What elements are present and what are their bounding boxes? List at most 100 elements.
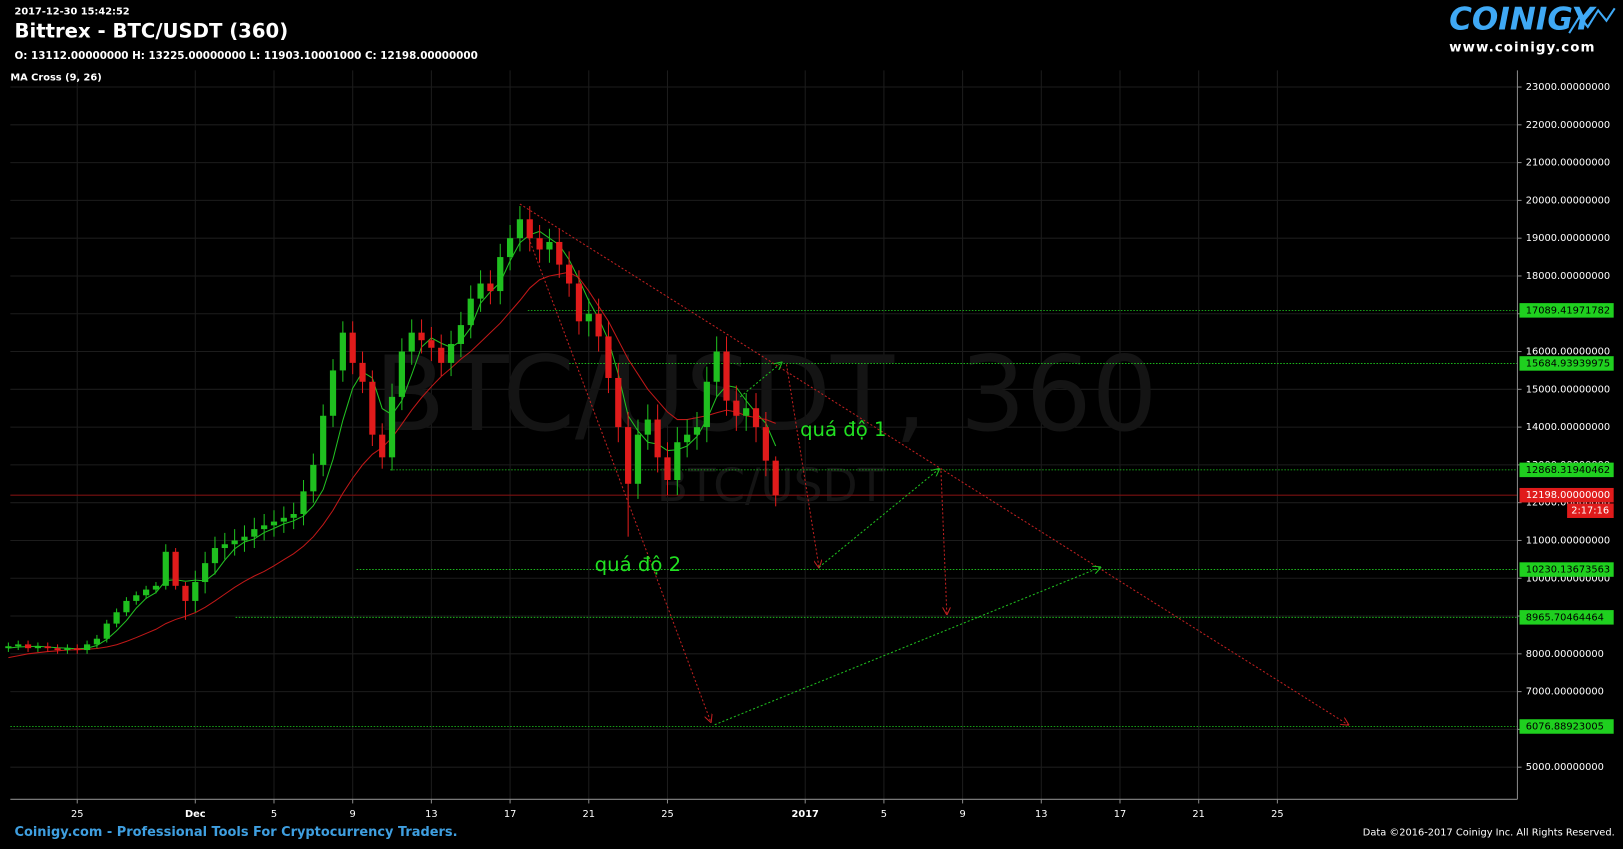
candle-body: [103, 623, 110, 639]
y-tick-label: 10000.00000000: [1526, 573, 1610, 584]
x-tick-label: 13: [425, 809, 438, 820]
trendline: [739, 362, 781, 398]
trendline: [818, 469, 939, 568]
candle-body: [693, 427, 701, 435]
candle-body: [723, 351, 730, 401]
candle-body: [251, 529, 258, 537]
x-tick-label: 17: [504, 809, 517, 820]
y-tick-label: 21000.00000000: [1526, 158, 1610, 169]
candle-body: [143, 589, 150, 596]
level-label: 6076.88923005: [1526, 721, 1604, 732]
level-label-bg: [1519, 303, 1614, 318]
y-tick-label: 18000.00000000: [1526, 271, 1610, 282]
x-tick-label: 5: [881, 809, 887, 820]
candle-body: [5, 646, 12, 649]
candle-body: [634, 434, 642, 484]
candle-body: [231, 540, 238, 545]
logo-brand: COINIGY: [1449, 2, 1597, 38]
candle-body: [713, 351, 720, 382]
candle-body: [369, 381, 376, 435]
candle-body: [339, 332, 346, 371]
candle-body: [123, 600, 130, 613]
candle-body: [703, 381, 710, 428]
candle-body: [467, 298, 474, 326]
candle-body: [506, 238, 514, 258]
candle-body: [192, 582, 199, 601]
x-tick-label: 25: [71, 809, 84, 820]
y-tick-label: 22000.00000000: [1526, 120, 1610, 131]
x-tick-label: 5: [271, 809, 277, 820]
current-price-label: 12198.00000000: [1526, 490, 1610, 501]
candle-body: [54, 648, 61, 651]
candle-body: [290, 514, 297, 518]
candle-body: [428, 340, 435, 348]
candle-body: [497, 257, 504, 292]
candle-body: [595, 313, 602, 337]
candle-body: [605, 336, 612, 378]
plot: quá độ 1 quá độ 2: [5, 203, 1518, 727]
candle-body: [44, 646, 51, 649]
candle-body: [162, 551, 169, 586]
candle-body: [310, 464, 317, 492]
watermark-small: BTC/USDT: [657, 459, 886, 512]
candle-body: [24, 644, 32, 649]
candle-body: [733, 400, 740, 416]
candle-body: [388, 396, 396, 458]
x-tick-label: 17: [1114, 809, 1127, 820]
price-label-bg: [1519, 487, 1614, 503]
candle-body: [280, 517, 287, 522]
x-tick-label: 21: [583, 809, 596, 820]
annotation: quá độ 1: [800, 418, 886, 441]
candle-body: [477, 283, 484, 299]
level-label-bg: [1519, 610, 1614, 625]
y-tick-label: 15000.00000000: [1526, 384, 1610, 395]
level-label-bg: [1519, 719, 1614, 734]
x-tick-label: 21: [1192, 809, 1205, 820]
candle-body: [93, 638, 101, 645]
ohlc-readout: O: 13112.00000000 H: 13225.00000000 L: 1…: [14, 50, 477, 62]
trendline: [940, 470, 947, 614]
x-tick-label: Dec: [185, 809, 206, 820]
countdown-label: 2:17:16: [1571, 506, 1609, 517]
candle-body: [575, 283, 583, 322]
trendline: [519, 203, 1348, 725]
level-label-bg: [1519, 562, 1614, 577]
candle-body: [398, 351, 405, 397]
candle-body: [526, 219, 533, 239]
x-tick-label: 13: [1035, 809, 1048, 820]
candle-body: [261, 525, 268, 530]
candle-body: [15, 644, 22, 647]
candle-body: [625, 427, 632, 484]
x-tick-label: 2017: [792, 809, 820, 820]
footer-left: Coinigy.com - Professional Tools For Cry…: [14, 825, 457, 840]
y-tick-label: 16000.00000000: [1526, 347, 1610, 358]
candle-body: [536, 238, 543, 250]
candle-body: [113, 612, 120, 624]
indicator-label: MA Cross (9, 26): [10, 73, 101, 84]
x-tick-label: 25: [661, 809, 674, 820]
level-label: 12868.31940462: [1526, 465, 1610, 476]
candle-body: [172, 551, 179, 586]
candle-body: [762, 427, 769, 461]
candle-body: [752, 408, 760, 428]
candle-body: [133, 595, 140, 601]
candle-body: [556, 241, 563, 265]
logo: COINIGY www.coinigy.com: [1449, 2, 1616, 56]
candle-body: [329, 370, 337, 416]
axes: 5000.000000006000.000000007000.000000008…: [10, 70, 1614, 820]
trendline: [786, 364, 819, 567]
candle-body: [202, 563, 209, 583]
level-label-bg: [1519, 462, 1614, 478]
candle-body: [379, 434, 386, 458]
candle-body: [457, 325, 465, 344]
candle-body: [182, 585, 189, 601]
trendline: [714, 567, 1101, 726]
y-tick-label: 12000.00000000: [1526, 498, 1610, 509]
x-tick-label: 25: [1271, 809, 1284, 820]
candle-body: [221, 544, 228, 549]
candle-body: [64, 648, 71, 651]
candle-body: [83, 644, 91, 651]
candle-body: [487, 283, 494, 292]
